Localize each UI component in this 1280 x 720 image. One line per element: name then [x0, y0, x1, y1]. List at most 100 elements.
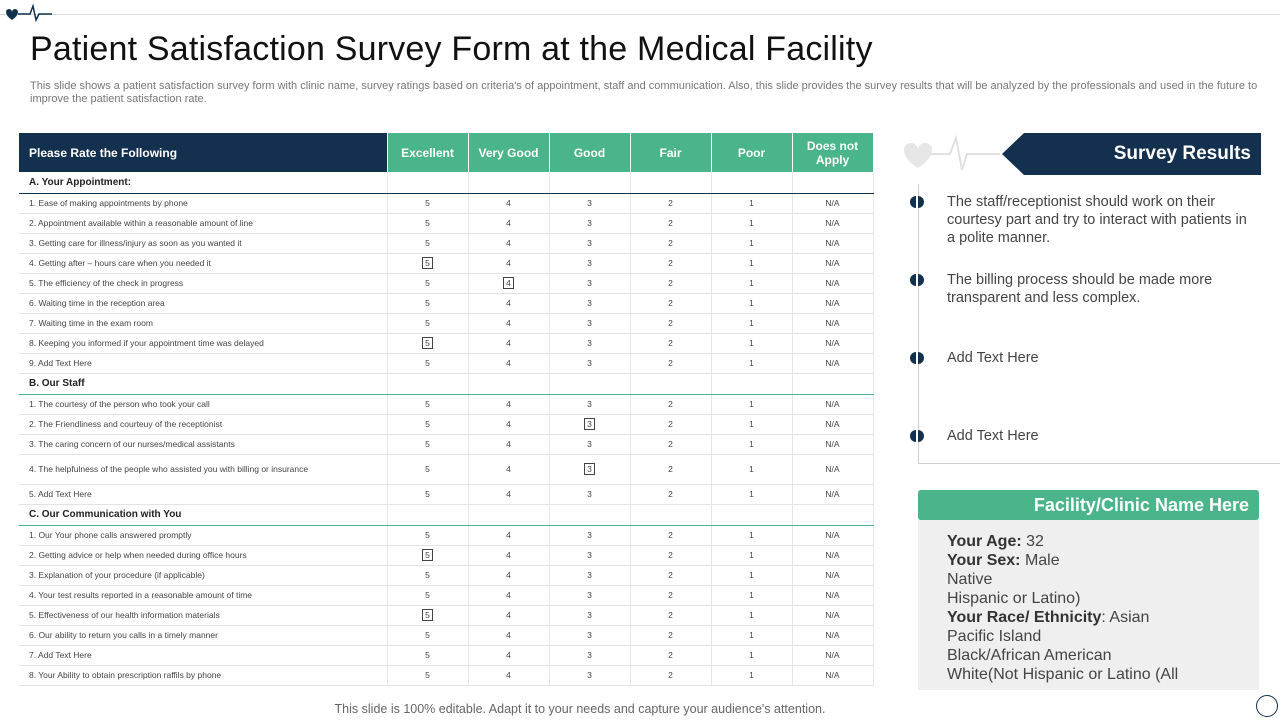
rating-cell[interactable]: N/A [792, 454, 874, 485]
rating-cell[interactable]: 4 [468, 525, 550, 546]
rating-cell[interactable]: 4 [468, 605, 550, 626]
rating-cell[interactable]: 4 [468, 645, 550, 666]
rating-cell[interactable]: 1 [711, 625, 793, 646]
rating-cell[interactable]: 3 [549, 233, 631, 254]
rating-cell[interactable]: 3 [549, 293, 631, 314]
rating-cell[interactable]: 3 [549, 333, 631, 354]
rating-cell[interactable]: 1 [711, 273, 793, 294]
rating-cell[interactable]: 5 [387, 213, 469, 234]
rating-cell[interactable]: 2 [630, 585, 712, 606]
rating-cell[interactable]: 1 [711, 213, 793, 234]
rating-cell[interactable]: N/A [792, 313, 874, 334]
rating-cell[interactable]: 4 [468, 313, 550, 334]
rating-cell[interactable]: 3 [549, 253, 631, 274]
rating-cell[interactable]: 2 [630, 605, 712, 626]
rating-cell[interactable]: 3 [549, 434, 631, 455]
rating-cell[interactable]: 5 [387, 253, 469, 274]
rating-cell[interactable]: 3 [549, 484, 631, 505]
rating-cell[interactable]: 2 [630, 525, 712, 546]
rating-cell[interactable]: 1 [711, 545, 793, 566]
rating-cell[interactable]: 4 [468, 454, 550, 485]
rating-cell[interactable]: 4 [468, 545, 550, 566]
rating-cell[interactable]: 1 [711, 605, 793, 626]
rating-cell[interactable]: 4 [468, 625, 550, 646]
rating-cell[interactable]: 2 [630, 665, 712, 686]
rating-cell[interactable]: 5 [387, 333, 469, 354]
rating-cell[interactable]: 2 [630, 545, 712, 566]
rating-cell[interactable]: 3 [549, 273, 631, 294]
rating-cell[interactable]: 3 [549, 545, 631, 566]
rating-cell[interactable]: 5 [387, 193, 469, 214]
rating-cell[interactable]: 1 [711, 313, 793, 334]
rating-cell[interactable]: 5 [387, 625, 469, 646]
rating-cell[interactable]: 2 [630, 233, 712, 254]
rating-cell[interactable]: 1 [711, 434, 793, 455]
rating-cell[interactable]: N/A [792, 625, 874, 646]
rating-cell[interactable]: 3 [549, 605, 631, 626]
rating-cell[interactable]: 1 [711, 565, 793, 586]
rating-cell[interactable]: 4 [468, 213, 550, 234]
rating-cell[interactable]: 1 [711, 484, 793, 505]
rating-cell[interactable]: 5 [387, 484, 469, 505]
rating-cell[interactable]: N/A [792, 213, 874, 234]
rating-cell[interactable]: N/A [792, 665, 874, 686]
rating-cell[interactable]: 2 [630, 484, 712, 505]
rating-cell[interactable]: 3 [549, 353, 631, 374]
rating-cell[interactable]: 4 [468, 414, 550, 435]
rating-cell[interactable]: 1 [711, 193, 793, 214]
rating-cell[interactable]: N/A [792, 525, 874, 546]
rating-cell[interactable]: 1 [711, 333, 793, 354]
rating-cell[interactable]: 1 [711, 645, 793, 666]
rating-cell[interactable]: 3 [549, 665, 631, 686]
rating-cell[interactable]: 4 [468, 233, 550, 254]
rating-cell[interactable]: 2 [630, 313, 712, 334]
rating-cell[interactable]: N/A [792, 645, 874, 666]
rating-cell[interactable]: 5 [387, 605, 469, 626]
rating-cell[interactable]: 1 [711, 253, 793, 274]
rating-cell[interactable]: N/A [792, 253, 874, 274]
rating-cell[interactable]: 2 [630, 293, 712, 314]
rating-cell[interactable]: 5 [387, 645, 469, 666]
rating-cell[interactable]: 5 [387, 313, 469, 334]
rating-cell[interactable]: 3 [549, 625, 631, 646]
rating-cell[interactable]: 5 [387, 293, 469, 314]
rating-cell[interactable]: 2 [630, 213, 712, 234]
rating-cell[interactable]: 4 [468, 253, 550, 274]
rating-cell[interactable]: 5 [387, 545, 469, 566]
rating-cell[interactable]: 3 [549, 585, 631, 606]
rating-cell[interactable]: 3 [549, 213, 631, 234]
rating-cell[interactable]: 5 [387, 585, 469, 606]
rating-cell[interactable]: 4 [468, 565, 550, 586]
rating-cell[interactable]: 5 [387, 665, 469, 686]
rating-cell[interactable]: N/A [792, 484, 874, 505]
rating-cell[interactable]: 3 [549, 193, 631, 214]
rating-cell[interactable]: 2 [630, 394, 712, 415]
rating-cell[interactable]: 2 [630, 565, 712, 586]
rating-cell[interactable]: 2 [630, 434, 712, 455]
rating-cell[interactable]: 1 [711, 665, 793, 686]
rating-cell[interactable]: N/A [792, 545, 874, 566]
rating-cell[interactable]: 4 [468, 484, 550, 505]
rating-cell[interactable]: 2 [630, 273, 712, 294]
rating-cell[interactable]: 5 [387, 454, 469, 485]
rating-cell[interactable]: N/A [792, 333, 874, 354]
rating-cell[interactable]: 2 [630, 253, 712, 274]
rating-cell[interactable]: 4 [468, 394, 550, 415]
rating-cell[interactable]: N/A [792, 353, 874, 374]
rating-cell[interactable]: 1 [711, 525, 793, 546]
rating-cell[interactable]: 3 [549, 645, 631, 666]
rating-cell[interactable]: 2 [630, 333, 712, 354]
rating-cell[interactable]: 5 [387, 353, 469, 374]
rating-cell[interactable]: 1 [711, 353, 793, 374]
rating-cell[interactable]: 4 [468, 353, 550, 374]
rating-cell[interactable]: 1 [711, 233, 793, 254]
rating-cell[interactable]: 5 [387, 414, 469, 435]
rating-cell[interactable]: N/A [792, 293, 874, 314]
rating-cell[interactable]: N/A [792, 565, 874, 586]
rating-cell[interactable]: 5 [387, 394, 469, 415]
rating-cell[interactable]: 5 [387, 273, 469, 294]
rating-cell[interactable]: 4 [468, 273, 550, 294]
rating-cell[interactable]: 1 [711, 394, 793, 415]
rating-cell[interactable]: 3 [549, 414, 631, 435]
rating-cell[interactable]: 2 [630, 193, 712, 214]
